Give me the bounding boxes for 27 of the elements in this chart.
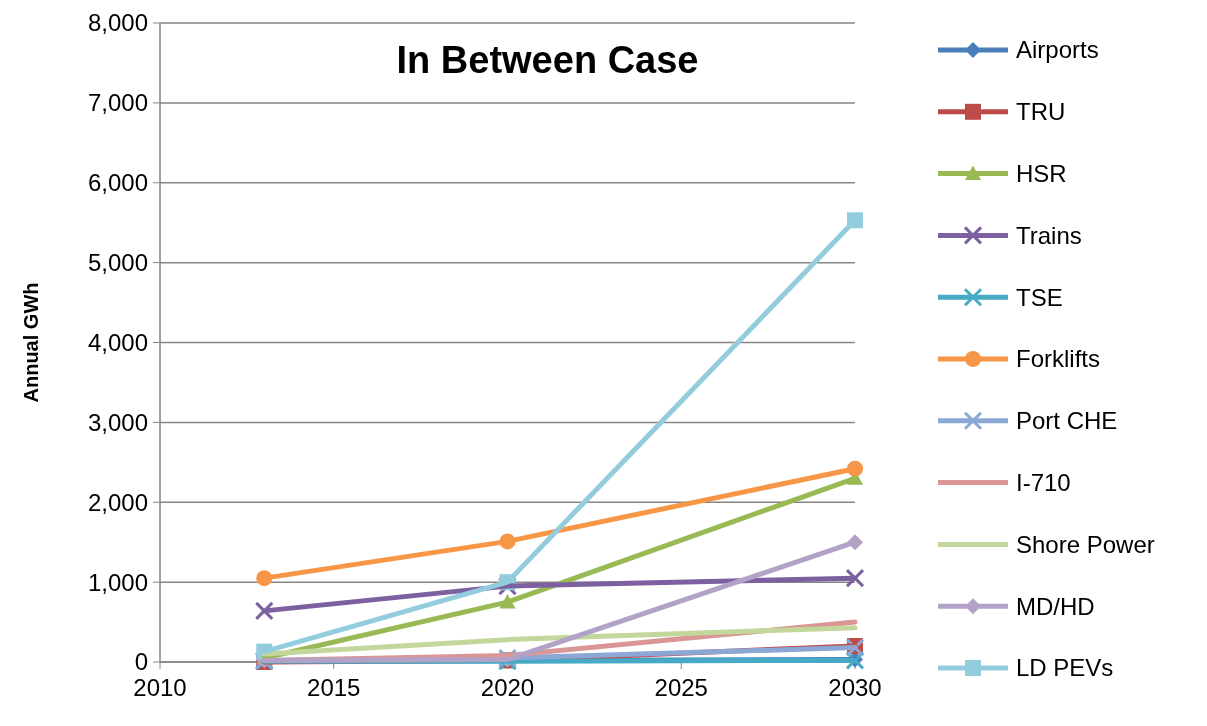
x-tick-label: 2010 — [133, 674, 187, 701]
x-tick-label: 2015 — [307, 674, 361, 701]
x-tick-label: 2025 — [654, 674, 708, 701]
y-tick-label: 5,000 — [87, 249, 148, 277]
y-tick-label: 2,000 — [87, 488, 148, 516]
legend-label: HSR — [1016, 160, 1067, 187]
y-tick-label: 6,000 — [87, 169, 148, 197]
y-tick-label: 0 — [134, 648, 148, 676]
y-tick-label: 4,000 — [87, 328, 148, 356]
legend-label: Port CHE — [1016, 407, 1118, 435]
legend-label: TSE — [1016, 283, 1063, 311]
legend-label: Shore Power — [1016, 530, 1155, 558]
y-axis-title: Annual GWh — [20, 282, 42, 403]
legend-label: Airports — [1016, 36, 1099, 64]
x-tick-label: 2020 — [480, 674, 535, 701]
legend-label: MD/HD — [1016, 592, 1095, 620]
legend-label: Forklifts — [1016, 345, 1100, 373]
y-tick-label: 3,000 — [87, 408, 148, 436]
legend-label: TRU — [1016, 98, 1066, 126]
y-tick-label: 8,000 — [87, 9, 148, 37]
legend-label: I-710 — [1016, 469, 1071, 496]
legend-label: Trains — [1016, 221, 1082, 249]
x-tick-label: 2030 — [828, 674, 882, 701]
y-tick-label: 1,000 — [87, 568, 148, 596]
legend-label: LD PEVs — [1016, 654, 1114, 682]
chart-title: In Between Case — [396, 39, 699, 81]
y-tick-label: 7,000 — [87, 89, 148, 117]
